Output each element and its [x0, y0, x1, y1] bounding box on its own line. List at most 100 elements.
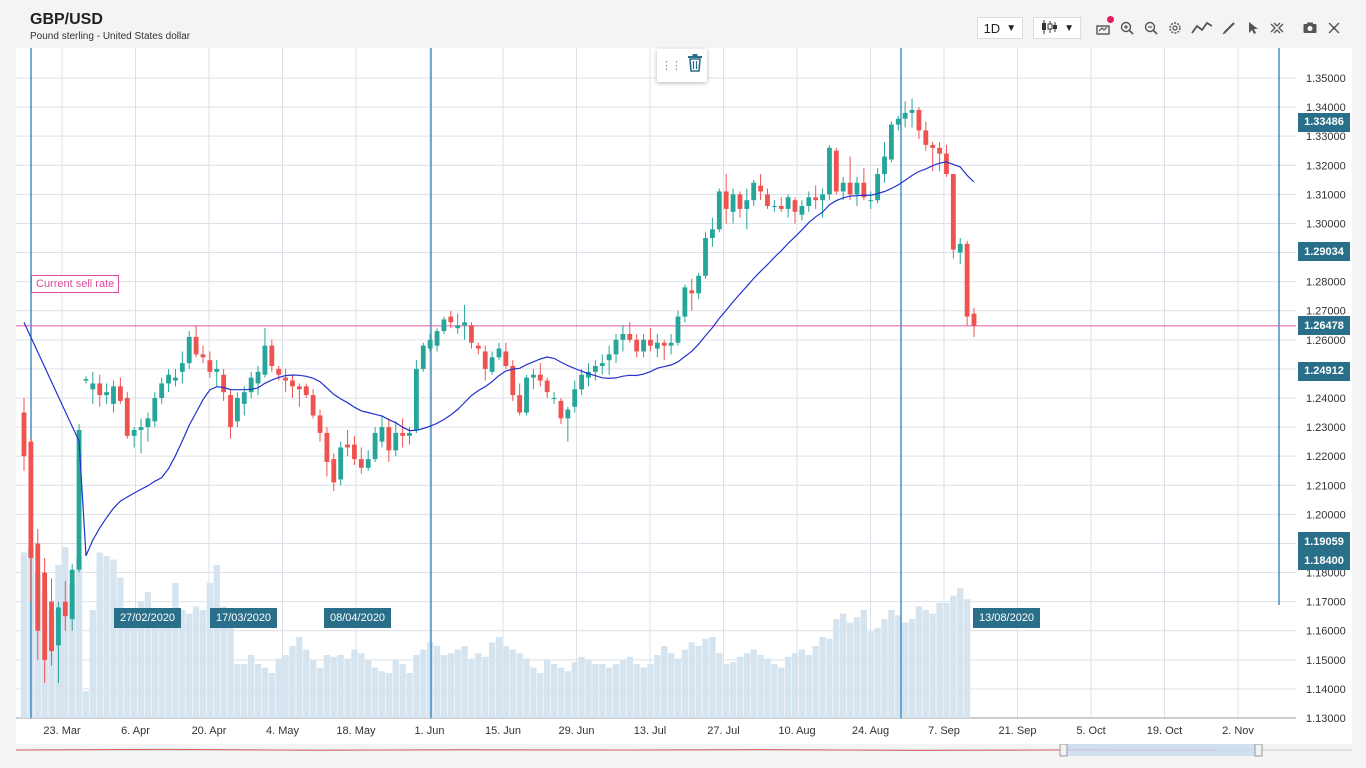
zoom-out-icon[interactable]	[1142, 19, 1160, 37]
volume-bar	[351, 649, 358, 718]
candle-body	[379, 427, 385, 442]
candle-body	[296, 386, 302, 390]
trash-icon[interactable]	[687, 54, 703, 77]
chevron-down-icon: ▼	[1006, 22, 1017, 34]
candle-body	[689, 290, 695, 294]
y-tick-label: 1.32000	[1306, 160, 1346, 172]
volume-bar	[633, 664, 640, 718]
volume-bar	[289, 646, 296, 718]
navigator-handle-right[interactable]	[1254, 743, 1263, 757]
candle-body	[56, 607, 61, 646]
price-marker: 1.19059	[1298, 532, 1350, 552]
candle-body	[854, 182, 860, 195]
candle-body	[21, 412, 27, 457]
candle-body	[840, 182, 846, 192]
candle-body	[496, 348, 502, 358]
candle-body	[193, 336, 199, 355]
volume-bar	[537, 673, 544, 718]
volume-bar	[688, 642, 695, 718]
y-tick-label: 1.15000	[1306, 655, 1346, 667]
volume-bar	[771, 664, 778, 718]
volume-bar	[812, 646, 819, 718]
candle-body	[159, 383, 165, 398]
volume-bar	[296, 637, 303, 718]
volume-bar	[957, 588, 964, 718]
y-tick-label: 1.22000	[1306, 451, 1346, 463]
volume-bar	[179, 610, 186, 718]
candle-body	[49, 601, 54, 652]
candle-body	[723, 191, 729, 209]
candle-body	[352, 444, 357, 460]
fullscreen-icon[interactable]	[1325, 19, 1343, 37]
volume-bar	[358, 653, 365, 718]
candle-body	[627, 334, 633, 340]
candle-body	[606, 354, 612, 361]
volume-bar	[888, 610, 895, 718]
y-tick-label: 1.24000	[1306, 393, 1346, 405]
volume-bar	[530, 667, 537, 718]
volume-bar	[186, 613, 193, 718]
zoom-in-icon[interactable]	[1118, 19, 1136, 37]
drag-handle-icon[interactable]: ⋮⋮	[661, 59, 682, 72]
navigator-scrollbar[interactable]	[15, 743, 1352, 758]
volume-bar	[75, 556, 83, 718]
camera-icon[interactable]	[1301, 19, 1319, 37]
x-tick-label: 6. Apr	[121, 725, 150, 737]
volume-bar	[124, 619, 131, 718]
x-tick-label: 13. Jul	[634, 725, 666, 737]
volume-bar	[440, 655, 448, 718]
chart-type-select[interactable]: ▼	[1033, 17, 1081, 39]
candle-body	[221, 374, 227, 393]
candle-body	[76, 430, 82, 570]
volume-bar	[564, 671, 572, 718]
volume-bar	[557, 667, 565, 718]
y-tick-label: 1.27000	[1306, 306, 1346, 318]
chevron-down-icon: ▼	[1064, 22, 1074, 34]
volume-bar	[667, 653, 675, 718]
volume-bar	[681, 649, 689, 718]
candle-body	[117, 386, 123, 401]
volume-bar	[723, 664, 730, 718]
candle-body	[317, 415, 323, 433]
volume-bar	[433, 646, 441, 718]
navigator-handle-left[interactable]	[1059, 743, 1068, 757]
y-tick-label: 1.13000	[1306, 713, 1346, 725]
chart-svg[interactable]: 1.35000 1.34000 1.33000 1.32000 1.31000 1.300…	[16, 48, 1352, 754]
candle-body	[888, 124, 894, 160]
candle-body	[537, 374, 543, 381]
candle-body	[469, 325, 474, 343]
draw-icon[interactable]	[1220, 19, 1238, 37]
candle-body	[675, 316, 681, 343]
chart-toolbar: 1D ▼ ▼	[976, 16, 1346, 40]
volume-bar	[695, 646, 702, 718]
candle-body	[269, 345, 275, 366]
candle-body	[475, 345, 481, 349]
cursor-icon[interactable]	[1244, 19, 1262, 37]
volume-bar	[461, 646, 468, 718]
volume-bar	[963, 599, 971, 718]
notification-dot	[1107, 16, 1114, 23]
volume-bar	[743, 653, 750, 718]
volume-bar	[254, 664, 262, 718]
volume-bar	[282, 655, 289, 718]
settings-icon[interactable]	[1166, 19, 1184, 37]
crosshair-icon[interactable]	[1268, 19, 1286, 37]
candle-body	[97, 383, 103, 396]
alert-icon[interactable]	[1094, 16, 1114, 37]
volume-bar	[674, 658, 682, 718]
candle-body	[668, 342, 674, 346]
volume-bar	[303, 649, 310, 718]
chart-plot-area[interactable]: 1.35000 1.34000 1.33000 1.32000 1.31000 1.300…	[16, 48, 1352, 754]
drawing-popup[interactable]: ⋮⋮	[657, 49, 707, 82]
candle-body	[255, 371, 261, 384]
volume-bar	[833, 619, 840, 718]
candle-body	[413, 368, 419, 430]
interval-select[interactable]: 1D ▼	[976, 17, 1024, 39]
candle-body	[544, 380, 550, 393]
volume-bar	[323, 655, 331, 718]
volume-bar	[62, 547, 69, 718]
candle-body	[503, 351, 509, 366]
candle-body	[358, 459, 364, 468]
indicators-icon[interactable]	[1190, 19, 1214, 37]
y-tick-label: 1.35000	[1306, 73, 1346, 85]
